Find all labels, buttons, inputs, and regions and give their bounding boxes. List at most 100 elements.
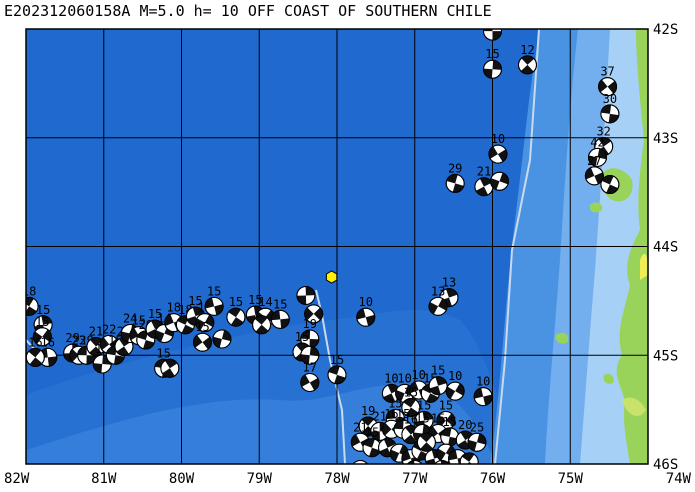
focal-mechanism[interactable]: 10 [393, 371, 416, 405]
lat-tick-label: 46S [653, 457, 678, 473]
epicenter-marker[interactable] [325, 270, 338, 284]
depth-label: 10 [411, 368, 425, 382]
focal-mechanism[interactable] [414, 430, 439, 455]
focal-mechanism[interactable] [301, 301, 326, 326]
depth-label: 32 [596, 124, 610, 138]
beachball-compression [383, 384, 400, 403]
beachball-compression [390, 444, 409, 462]
beachball-outline [445, 173, 465, 193]
beachball-compression [177, 315, 194, 334]
land-islet-2 [555, 332, 569, 344]
depth-label: 15 [195, 320, 209, 334]
beachball-outline [445, 381, 465, 401]
focal-mechanism[interactable]: 15 [361, 426, 384, 459]
focal-mechanism[interactable]: 12 [515, 43, 540, 78]
beachball-outline [598, 77, 618, 97]
focal-mechanism[interactable]: 18 [17, 284, 42, 318]
focal-mechanism[interactable]: 15 [184, 294, 207, 327]
focal-mechanism[interactable]: 15 [427, 364, 449, 397]
focal-mechanism[interactable]: 10 [443, 369, 468, 403]
depth-label: 15 [431, 412, 445, 426]
land-highland-2 [622, 397, 646, 416]
focal-mechanism[interactable] [249, 312, 274, 337]
focal-mechanism[interactable]: 21 [348, 420, 372, 454]
lat-tick-label: 43S [653, 131, 678, 147]
focal-mechanism[interactable]: 13 [426, 284, 450, 318]
beachball-outline [600, 175, 620, 195]
focal-mechanism[interactable]: 17 [298, 360, 322, 394]
focal-mechanism[interactable]: 15 [203, 284, 225, 317]
beachball-outline [584, 166, 604, 186]
beachball-compression [300, 374, 319, 391]
focal-mechanism[interactable]: 16 [23, 335, 48, 370]
focal-mechanism[interactable] [457, 449, 482, 474]
beachball-compression [363, 438, 381, 457]
focal-mechanism[interactable]: 10 [486, 132, 511, 166]
focal-mechanism[interactable]: 15 [223, 295, 248, 329]
longitude-labels: 82W 81W 80W 79W 78W 77W 76W 75W 74W [4, 471, 692, 487]
focal-mechanism[interactable]: 30 [600, 92, 620, 124]
beachball-outline [473, 387, 493, 407]
focal-mechanism[interactable]: 42 [587, 135, 608, 168]
depth-label: 19 [303, 317, 317, 331]
latitude-labels: 42S 43S 44S 45S 46S [653, 22, 678, 473]
beachball-outline [204, 296, 224, 316]
depth-label: 10 [448, 369, 462, 383]
focal-mechanism[interactable] [300, 345, 320, 365]
focal-mechanism[interactable]: 20 [453, 418, 478, 452]
focal-mechanism[interactable]: 15 [398, 385, 423, 419]
map-frame [25, 28, 649, 465]
depth-label: 21 [373, 409, 387, 423]
focal-mechanism[interactable]: 15 [270, 297, 290, 329]
focal-mechanism[interactable]: 10 [379, 371, 403, 405]
depth-label: 15 [443, 415, 457, 429]
depth-label: 18 [22, 284, 36, 298]
focal-mechanism[interactable]: 15 [143, 307, 167, 341]
beachball-compression [146, 320, 164, 339]
lat-tick-label: 45S [653, 348, 678, 364]
focal-mechanism[interactable] [296, 285, 316, 305]
beachball-compression [162, 359, 178, 378]
focal-mechanism[interactable]: 15 [190, 320, 215, 355]
beachball-outline [600, 104, 620, 124]
focal-mechanism[interactable]: 37 [595, 65, 620, 100]
focal-mechanism[interactable] [157, 356, 182, 381]
beachball-outline [300, 372, 320, 392]
focal-mechanism[interactable]: 15 [30, 315, 55, 350]
focal-mechanism[interactable]: 21 [472, 165, 496, 199]
focal-mechanism[interactable] [405, 459, 424, 479]
focal-mechanism[interactable] [211, 328, 233, 350]
beachball-compression [600, 104, 619, 123]
beachball-outline [517, 55, 537, 75]
beachball-outline [26, 296, 39, 316]
focal-mechanism[interactable]: 29 [444, 161, 466, 194]
beachball-compression [296, 286, 315, 305]
beachball-compression [490, 172, 509, 190]
focal-mechanism[interactable]: 15 [483, 47, 502, 79]
focal-mechanism[interactable]: 10 [472, 375, 494, 408]
focal-mechanism[interactable] [598, 173, 622, 197]
focal-mechanism[interactable]: 27 [583, 154, 607, 188]
depth-label: 21 [89, 325, 103, 339]
beachball-outline [304, 304, 324, 324]
focal-mechanism[interactable] [432, 459, 452, 479]
beachball-compression [395, 384, 414, 402]
beachball-outline [406, 459, 423, 464]
beachball-compression [436, 445, 455, 461]
focal-mechanism[interactable]: 25 [466, 420, 488, 453]
focal-mechanism[interactable]: 15 [326, 353, 349, 386]
depth-label: 15 [404, 385, 418, 399]
focal-mechanism[interactable] [488, 170, 511, 193]
beachball-outline [489, 171, 509, 191]
depth-label: 15 [439, 399, 453, 413]
focal-mechanism[interactable]: 10 [355, 295, 377, 328]
depth-label: 15 [36, 303, 50, 317]
beachball-compression [205, 297, 224, 316]
depth-label: 21 [477, 165, 491, 179]
beachball-compression [379, 438, 396, 457]
focal-mechanism[interactable] [483, 22, 502, 41]
depth-label: 17 [303, 360, 317, 374]
beachball-outline [488, 144, 508, 164]
focal-mechanism[interactable] [348, 457, 373, 482]
